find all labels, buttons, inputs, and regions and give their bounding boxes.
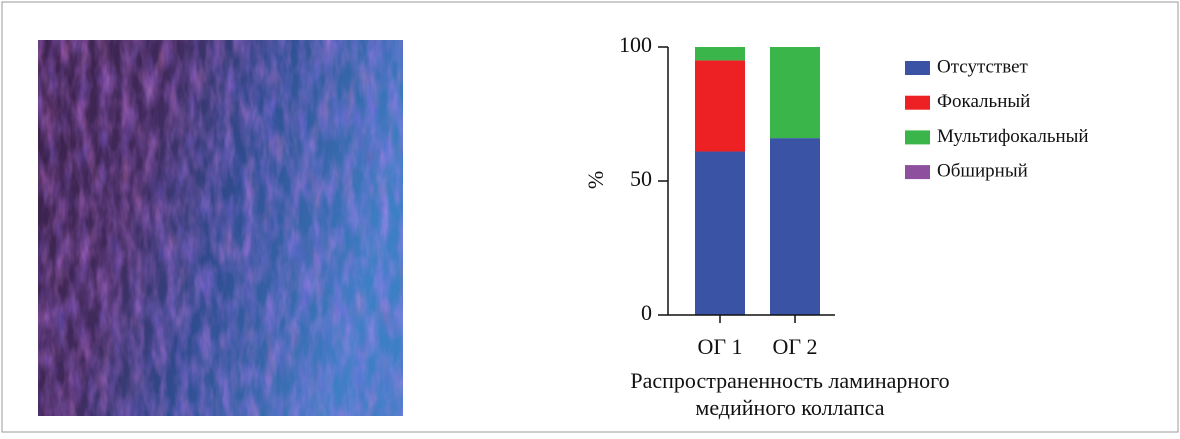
y-tick-label: 100 xyxy=(619,32,652,57)
x-axis-label: медийного коллапса xyxy=(695,395,884,420)
legend-label: Мультифокальный xyxy=(937,126,1089,147)
bar-segment xyxy=(695,60,745,151)
x-axis-label: Распространенность ламинарного xyxy=(630,368,949,393)
bar-segment xyxy=(770,47,820,138)
histology-image xyxy=(38,40,403,416)
legend-label: Обширный xyxy=(937,160,1028,181)
chart: % Распространенность ламинарного медийно… xyxy=(0,0,1180,434)
y-tick-label: 0 xyxy=(641,300,652,325)
y-tick-label: 50 xyxy=(630,166,652,191)
legend-swatch xyxy=(905,165,930,179)
bar-segment xyxy=(695,152,745,315)
legend-swatch xyxy=(905,130,930,144)
bar-segment xyxy=(695,47,745,60)
legend-swatch xyxy=(905,61,930,75)
legend: Отсутствет Фокальный Мультифокальный Обширн… xyxy=(905,56,1089,181)
legend-swatch xyxy=(905,96,930,110)
y-axis-label: % xyxy=(583,171,608,189)
legend-label: Отсутствет xyxy=(937,56,1029,77)
x-tick-label: ОГ 2 xyxy=(772,334,817,359)
x-tick-label: ОГ 1 xyxy=(697,334,742,359)
bar-segment xyxy=(770,138,820,315)
legend-label: Фокальный xyxy=(937,91,1030,112)
figure: % Распространенность ламинарного медийно… xyxy=(0,0,1180,434)
